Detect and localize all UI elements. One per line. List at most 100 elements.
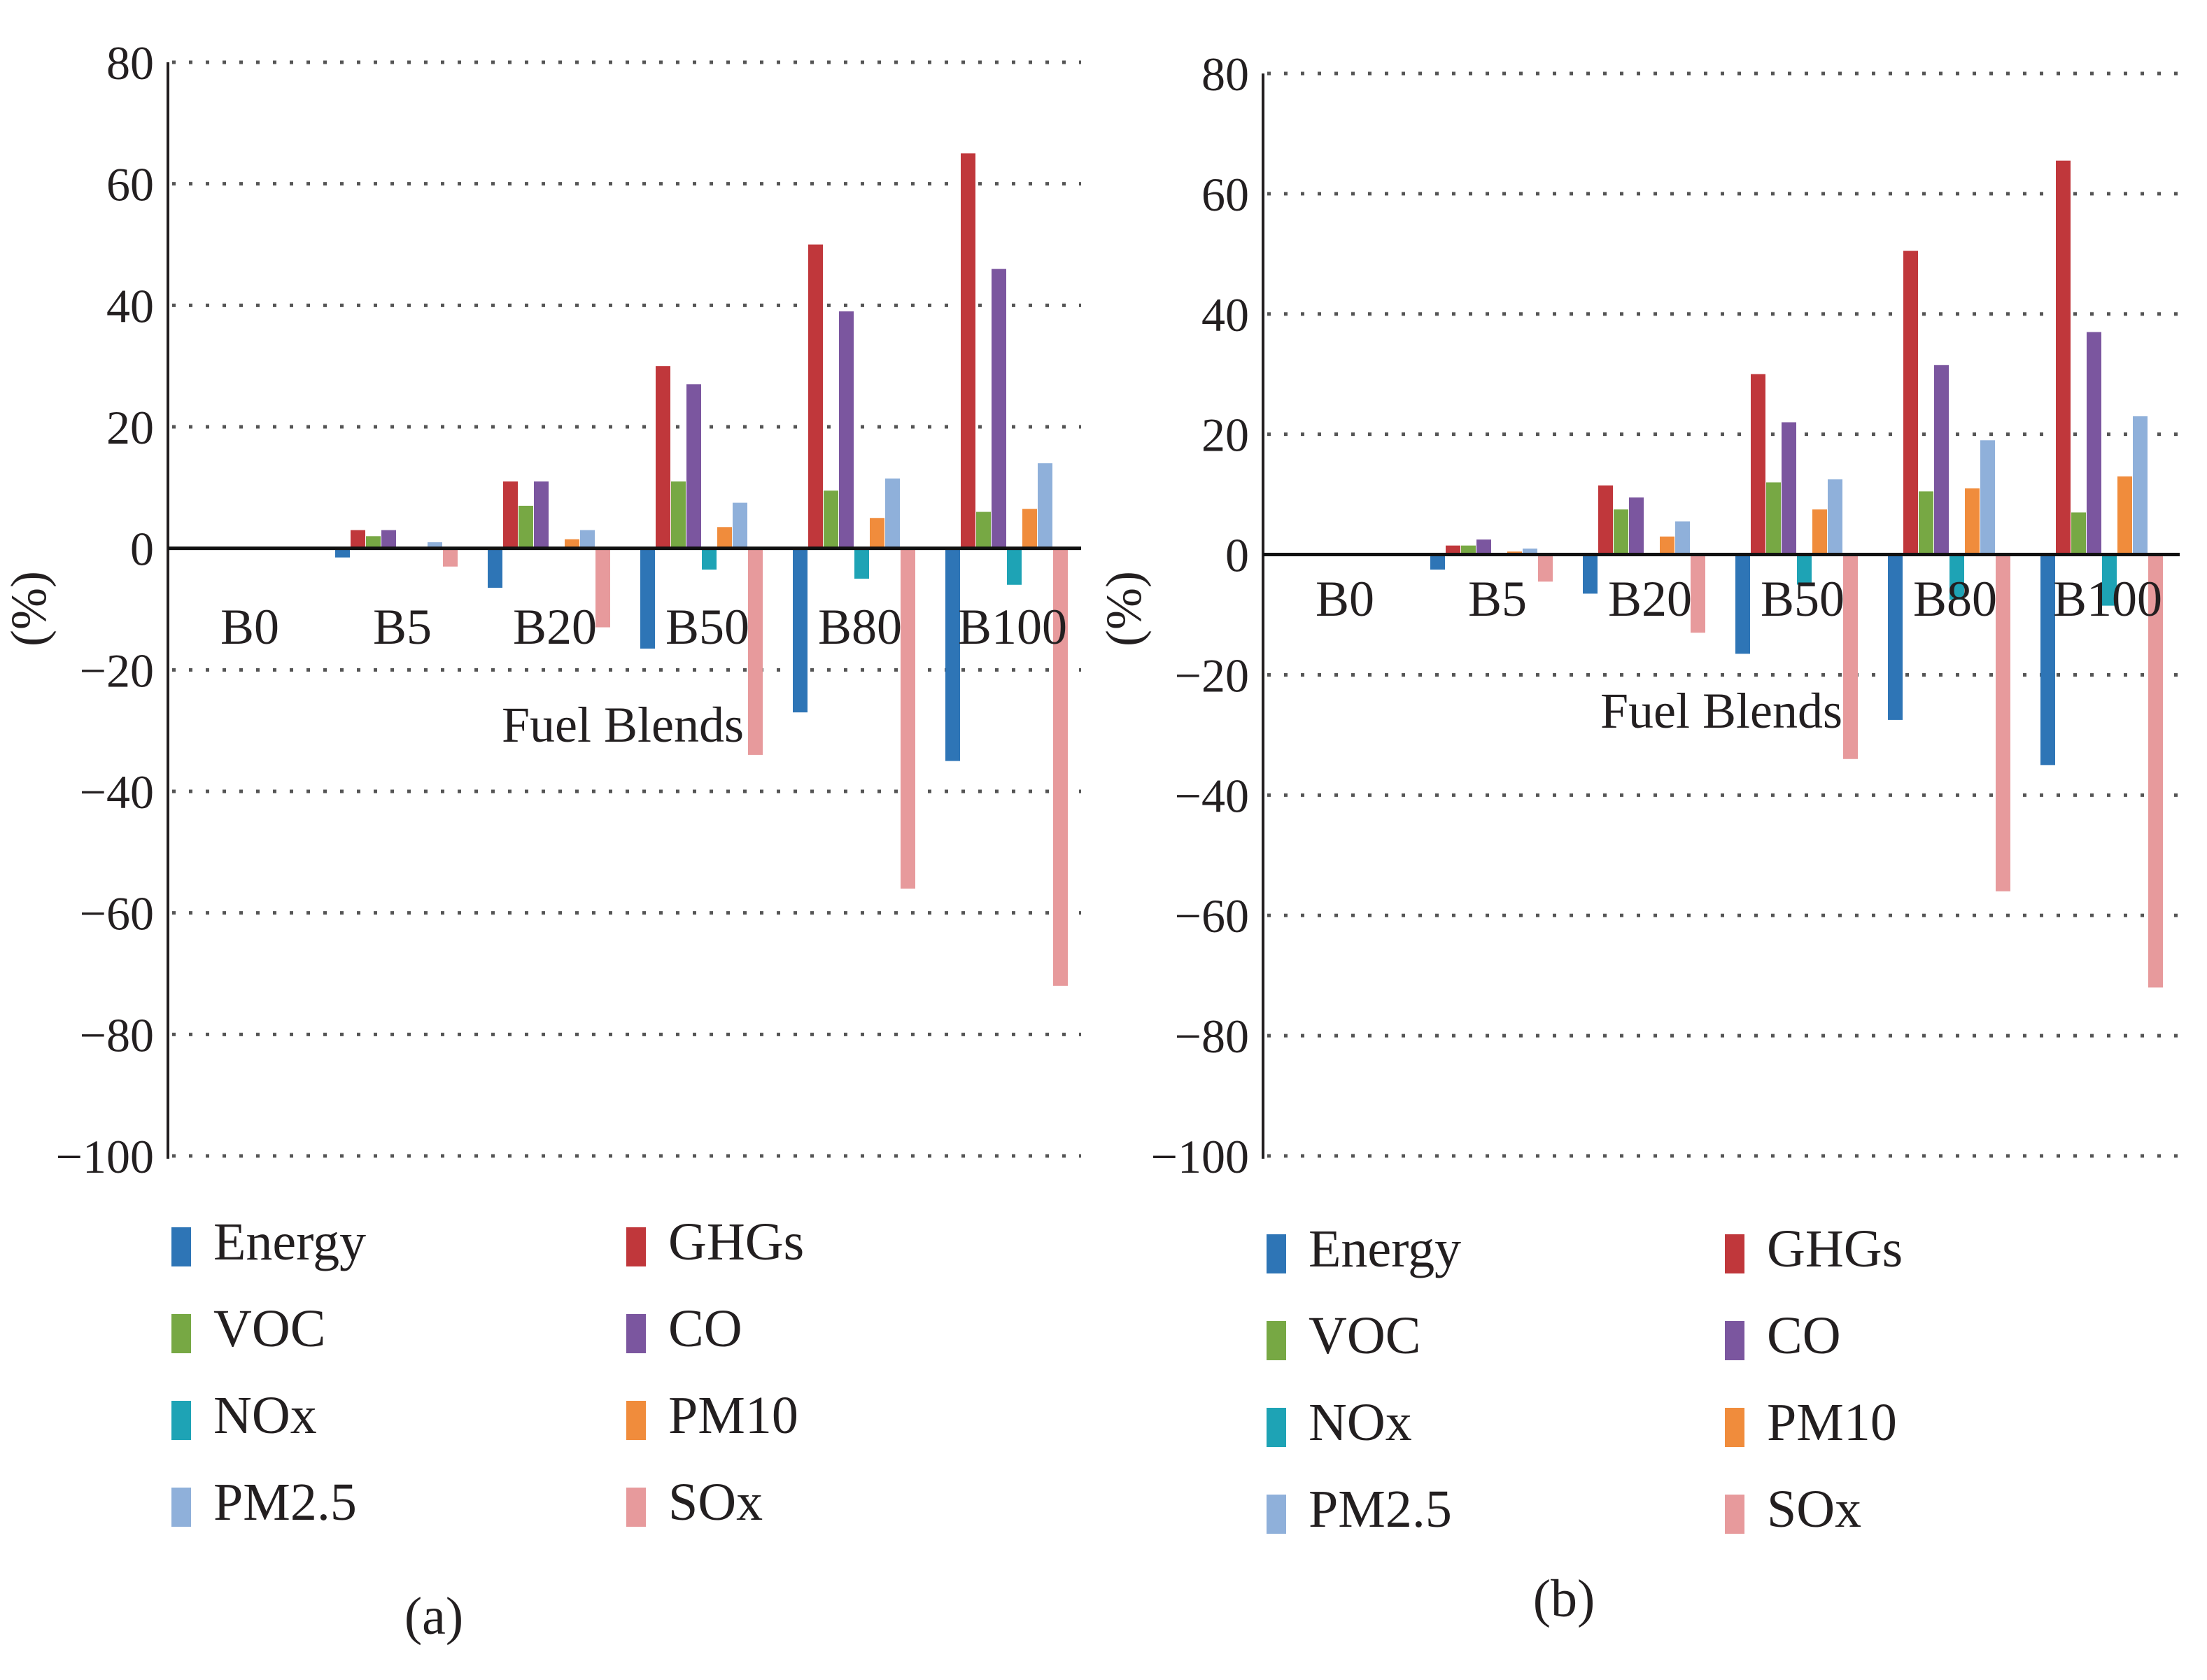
a-bar-nox-b50 <box>702 548 717 570</box>
a-y-axis-title: (%) <box>1 571 57 647</box>
a-y-tick-label: 60 <box>106 158 154 211</box>
a-bar-energy-b80 <box>793 548 808 713</box>
b-legend-label-sox: SOx <box>1767 1480 1861 1539</box>
b-y-axis-title: (%) <box>1096 571 1152 647</box>
b-bar-co-b80 <box>1934 365 1949 555</box>
b-category-label-b80: B80 <box>1913 571 1997 627</box>
a-bar-voc-b20 <box>519 505 533 549</box>
a-bar-nox-b100 <box>1007 548 1022 585</box>
a-y-tick-label: 40 <box>106 279 154 332</box>
a-legend-swatch-sox <box>626 1488 646 1527</box>
a-bar-ghgs-b20 <box>503 481 518 549</box>
a-category-label-b0: B0 <box>220 599 279 655</box>
a-bar-energy-b50 <box>640 548 655 649</box>
a-legend-swatch-pm2-5 <box>171 1488 191 1527</box>
a-legend-swatch-voc <box>171 1314 191 1353</box>
a-legend-swatch-ghgs <box>626 1227 646 1266</box>
a-legend-swatch-energy <box>171 1227 191 1266</box>
b-y-tick-label: −20 <box>1175 649 1249 702</box>
b-y-tick-label: 0 <box>1225 529 1249 582</box>
a-category-label-b5: B5 <box>373 599 432 655</box>
a-legend-label-energy: Energy <box>213 1213 366 1271</box>
b-bar-pm2-5-b50 <box>1828 479 1842 555</box>
a-legend-swatch-pm10 <box>626 1401 646 1440</box>
a-y-tick-label: −60 <box>80 887 154 940</box>
b-bar-pm10-b80 <box>1965 488 1980 555</box>
a-bar-pm10-b20 <box>565 539 579 549</box>
a-y-tick-label: 80 <box>106 36 154 90</box>
b-legend: Energy VOC NOx PM2.5 GHGs CO PM10 SOx <box>1267 1220 1903 1539</box>
b-x-axis-title: Fuel Blends <box>1600 683 1842 739</box>
b-bar-sox-b100 <box>2148 554 2163 988</box>
a-bar-ghgs-b5 <box>351 530 365 549</box>
b-y-tick-label: 60 <box>1201 168 1249 221</box>
b-bar-ghgs-b5 <box>1446 545 1460 555</box>
b-category-label-b20: B20 <box>1608 571 1692 627</box>
b-bar-energy-b100 <box>2040 554 2055 765</box>
b-legend-label-voc: VOC <box>1309 1306 1420 1365</box>
a-legend-label-pm2-5: PM2.5 <box>213 1473 357 1532</box>
a-bar-pm10-b100 <box>1022 509 1037 549</box>
b-bar-co-b20 <box>1629 497 1644 555</box>
a-bar-pm10-b80 <box>870 518 884 549</box>
a-bar-co-b50 <box>686 384 701 549</box>
a-bar-nox-b80 <box>854 548 869 579</box>
a-bar-co-b100 <box>992 269 1006 549</box>
a-category-label-b80: B80 <box>818 599 902 655</box>
b-category-label-b50: B50 <box>1761 571 1845 627</box>
a-bar-pm2-5-b100 <box>1038 463 1052 549</box>
a-y-tick-label: 20 <box>106 401 154 454</box>
a-legend-label-sox: SOx <box>668 1473 763 1532</box>
a-bar-pm2-5-b20 <box>580 530 595 549</box>
b-bar-pm10-b20 <box>1660 536 1674 555</box>
a-bar-energy-b100 <box>945 548 960 761</box>
a-bar-energy-b5 <box>335 548 350 558</box>
b-legend-swatch-co <box>1725 1321 1744 1360</box>
a-legend: Energy VOC NOx PM2.5 GHGs CO PM10 SOx <box>171 1213 804 1532</box>
b-legend-swatch-voc <box>1267 1321 1286 1360</box>
a-legend-label-pm10: PM10 <box>668 1386 798 1445</box>
b-legend-label-ghgs: GHGs <box>1767 1220 1903 1278</box>
a-bar-co-b80 <box>839 311 854 549</box>
b-bar-pm10-b100 <box>2117 476 2132 555</box>
a-bar-sox-b5 <box>443 548 458 567</box>
a-y-tick-label: −80 <box>80 1008 154 1061</box>
b-y-tick-label: −100 <box>1151 1130 1249 1183</box>
a-bar-ghgs-b100 <box>961 153 975 549</box>
a-bar-sox-b80 <box>901 548 915 889</box>
b-panel-label: (b) <box>1533 1569 1595 1628</box>
b-legend-label-nox: NOx <box>1309 1393 1412 1452</box>
b-bar-ghgs-b50 <box>1751 374 1765 555</box>
b-legend-label-energy: Energy <box>1309 1220 1461 1278</box>
a-panel-label: (a) <box>404 1587 463 1646</box>
a-bar-energy-b20 <box>488 548 502 588</box>
b-bar-ghgs-b20 <box>1598 485 1613 555</box>
b-bar-sox-b5 <box>1538 554 1553 582</box>
b-legend-swatch-ghgs <box>1725 1234 1744 1273</box>
b-legend-label-pm10: PM10 <box>1767 1393 1897 1452</box>
b-bar-energy-b20 <box>1583 554 1598 594</box>
b-bar-energy-b80 <box>1888 554 1903 720</box>
panel-a-chart: 80 60 40 20 0 −20 −40 −60 −80 −100 B0 B5 B20 B50 B80 B1… <box>1 36 1081 1646</box>
a-legend-label-co: CO <box>668 1299 742 1358</box>
a-bar-co-b20 <box>534 481 549 549</box>
a-bar-sox-b50 <box>748 548 763 755</box>
a-category-label-b50: B50 <box>665 599 749 655</box>
a-bar-ghgs-b50 <box>656 366 670 549</box>
b-legend-swatch-pm10 <box>1725 1408 1744 1447</box>
a-y-tick-label: 0 <box>130 523 154 576</box>
b-bar-co-b100 <box>2087 332 2101 555</box>
a-bar-ghgs-b80 <box>808 244 823 549</box>
b-y-tick-label: −60 <box>1175 889 1249 943</box>
b-bar-voc-b5 <box>1461 545 1476 555</box>
b-category-label-b0: B0 <box>1316 571 1374 627</box>
a-x-axis-title: Fuel Blends <box>502 697 744 753</box>
b-y-tick-label: 20 <box>1201 409 1249 462</box>
b-legend-swatch-energy <box>1267 1234 1286 1273</box>
a-bar-voc-b100 <box>976 511 991 549</box>
b-bar-voc-b50 <box>1766 482 1781 555</box>
a-bar-pm2-5-b50 <box>733 502 747 549</box>
b-legend-swatch-nox <box>1267 1408 1286 1447</box>
a-bar-co-b5 <box>381 530 396 549</box>
